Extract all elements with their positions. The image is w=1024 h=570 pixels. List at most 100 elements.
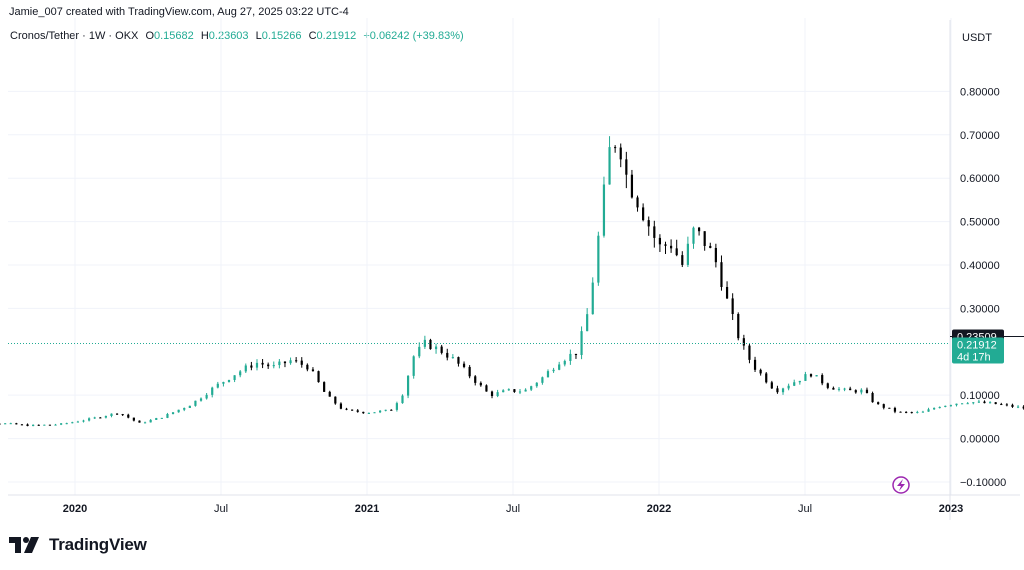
candle-body [832,387,835,390]
candle-body [614,147,617,149]
candle-body [496,392,499,397]
candle-body [199,398,203,401]
symbol-label[interactable]: Cronos/Tether · 1W · OKX [10,30,139,42]
candle-body [658,237,662,245]
candle-body [143,422,147,424]
tradingview-brand[interactable]: TradingView [9,535,147,555]
candle-body [334,396,337,404]
close-value: 0.21912 [316,30,357,42]
candle-body [188,405,191,408]
candle-body [311,369,315,372]
high-label: H [200,30,209,42]
candle-body [37,424,40,426]
candle-body [882,404,885,408]
candle-body [390,409,393,411]
candle-body [725,286,729,299]
candle-body [507,389,510,391]
candle-body [216,383,219,388]
candle-body [54,424,57,426]
candle-body [977,401,980,403]
candle-body [781,388,785,393]
candle-body [132,417,135,421]
candle-body [569,353,572,361]
candle-body [731,298,734,315]
candle-body [328,391,331,397]
candle-body [32,424,35,427]
candle-body [955,403,958,406]
candle-body [821,375,824,384]
candle-body [809,374,813,377]
candle-body [15,423,18,425]
candle-body [826,383,829,388]
candle-body [759,369,762,374]
candle-body [468,366,471,377]
candle-body [227,379,231,382]
candle-body [289,360,292,364]
y-tick-label: −0.10000 [960,477,1006,489]
candle-body [563,360,566,365]
candle-body [194,400,197,406]
candle-body [938,406,941,409]
candle-body [753,359,757,370]
candle-body [776,388,779,393]
candle-body [205,394,208,399]
candle-body [1016,406,1020,408]
candle-body [485,385,488,392]
candle-body [843,388,846,390]
candle-body [720,262,723,287]
candle-body [664,244,667,246]
candle-body [295,360,298,362]
candle-body [709,245,712,248]
y-tick-label: 0.10000 [960,390,1000,402]
candle-body [418,346,421,357]
candle-body [490,391,494,397]
candle-body [541,377,544,383]
candle-body [949,405,953,407]
currency-label: USDT [962,32,992,44]
y-tick-label: 0.50000 [960,217,1000,229]
candle-body [860,389,863,393]
candle-body [1022,406,1024,409]
candle-body [367,412,371,414]
candle-body [770,382,773,389]
candle-body [222,381,225,384]
candle-body [462,363,466,367]
ohlc-legend: Cronos/Tether · 1W · OKX O0.15682 H0.236… [10,30,464,42]
candle-body [177,409,180,413]
candle-body [871,392,874,403]
candle-body [815,375,818,377]
candle-body [1005,404,1008,406]
price-chart[interactable]: USDT 0.80000 0.70000 0.60000 0.50000 0.40000 0… [0,0,1024,530]
candle-body [261,362,264,365]
y-tick-label: 0.00000 [960,434,1000,446]
candle-body [88,418,91,421]
lightning-icon [897,479,905,491]
candle-body [625,159,628,175]
candle-body [927,409,930,412]
candle-body [765,373,768,383]
candle-body [899,411,902,413]
candle-body [20,424,24,426]
candle-body [339,403,343,409]
candle-body [451,357,454,359]
candle-body [865,389,869,393]
candle-body [804,374,807,381]
candle-body [748,345,751,360]
candle-body [356,410,359,412]
candle-body [160,417,163,419]
y-tick-label: 0.70000 [960,130,1000,142]
y-tick-label: 0.30000 [960,303,1000,315]
candle-body [888,407,891,409]
candle-body [4,423,7,425]
candle-body [166,414,169,418]
candle-body [76,421,80,423]
candle-body [1000,404,1003,406]
high-value: 0.23603 [208,30,249,42]
low-value: 0.15266 [261,30,302,42]
candle-body [110,413,113,417]
candle-body [457,357,460,364]
x-tick-label: 2023 [939,503,963,515]
candle-body [406,375,410,396]
lightning-icon [892,476,910,494]
candle-body [502,390,505,393]
